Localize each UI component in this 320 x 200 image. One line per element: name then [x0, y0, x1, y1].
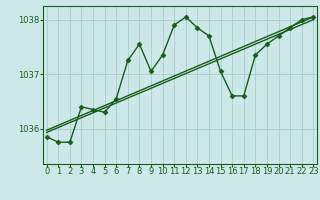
Text: Graphe pression niveau de la mer (hPa): Graphe pression niveau de la mer (hPa) — [41, 183, 279, 193]
